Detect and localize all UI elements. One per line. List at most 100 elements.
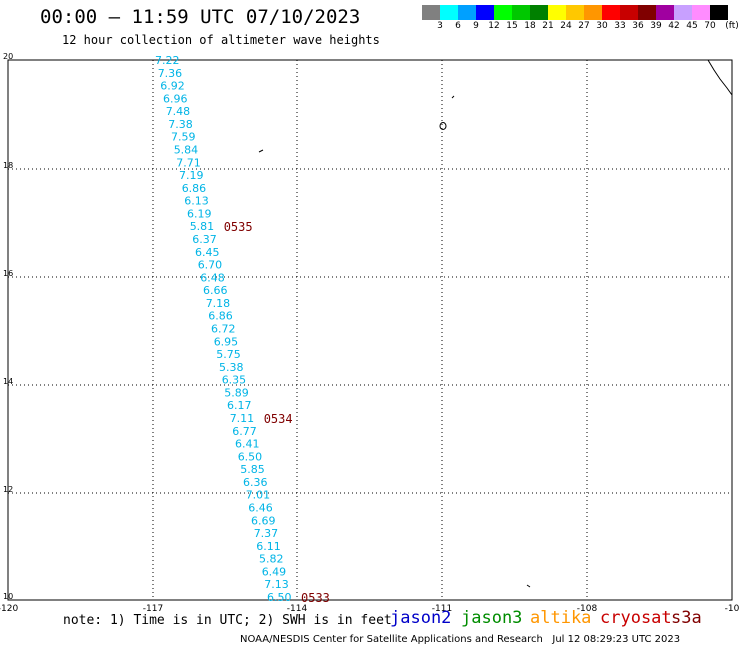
scale-swatch-12 (638, 5, 656, 20)
scale-swatch-3 (476, 5, 494, 20)
footer-credit: NOAA/NESDIS Center for Satellite Applica… (240, 634, 681, 645)
wave-height-label: 6.19 (187, 207, 212, 220)
scale-label-4: 15 (506, 21, 518, 31)
scale-swatch-5 (512, 5, 530, 20)
scale-label-15: 70 (704, 21, 716, 31)
color-scale-bar (422, 5, 728, 20)
satellite-jason2: jason2 (390, 608, 452, 628)
map-coastline-fragments (258, 59, 733, 588)
y-tick-label-4: 12 (3, 485, 13, 494)
island-1 (451, 95, 455, 99)
map-subtitle: 12 hour collection of altimeter wave hei… (62, 33, 380, 47)
wave-height-label: 6.69 (251, 514, 276, 527)
scale-swatch-16 (710, 5, 728, 20)
scale-label-9: 30 (596, 21, 608, 31)
wave-height-label: 6.13 (184, 195, 209, 208)
scale-label-8: 27 (578, 21, 590, 31)
wave-height-label: 5.38 (219, 361, 244, 374)
scale-swatch-4 (494, 5, 512, 20)
wave-height-label: 7.22 (155, 54, 180, 67)
x-tick-label-1: -117 (143, 604, 163, 614)
x-tick-label-4: -108 (577, 604, 598, 614)
pass-time-labels: 0535 0534 0533 (224, 220, 330, 605)
footer-note: note: 1) Time is in UTC; 2) SWH is in fe… (63, 613, 392, 628)
satellite-altika: altika (530, 608, 592, 628)
wave-height-label: 7.19 (179, 169, 204, 182)
y-tick-label-1: 18 (3, 161, 13, 170)
wave-height-label: 6.86 (182, 182, 207, 195)
wave-height-label: 6.96 (163, 92, 188, 105)
scale-swatch-7 (548, 5, 566, 20)
scale-swatch-6 (530, 5, 548, 20)
scale-swatch-2 (458, 5, 476, 20)
scale-swatch-13 (656, 5, 674, 20)
wave-height-label: 6.45 (195, 246, 220, 259)
wave-height-label: 7.38 (168, 118, 193, 131)
x-tick-label-0: -120 (0, 604, 18, 614)
wave-height-label: 6.11 (256, 540, 281, 553)
wave-height-label: 7.36 (158, 67, 183, 80)
wave-height-label: 6.49 (262, 565, 287, 578)
pass-time-label-1: 0534 (264, 412, 293, 426)
wave-height-label: 6.86 (208, 310, 233, 323)
map-grid (8, 60, 732, 600)
wave-height-label: 6.36 (243, 476, 268, 489)
y-tick-label-0: 20 (3, 52, 13, 61)
wave-height-label: 6.17 (227, 399, 252, 412)
wave-height-label: 7.48 (166, 105, 191, 118)
scale-label-7: 24 (560, 21, 572, 31)
wave-height-label: 6.41 (235, 438, 260, 451)
map-tick-labels: -120 -117 -114 -111 -108 -10 20 18 16 14 12 10 (0, 52, 740, 614)
wave-height-label: 5.81 (190, 220, 215, 233)
altimeter-track: 7.227.366.926.967.487.387.595.847.717.19… (155, 54, 292, 604)
scale-label-14: 45 (686, 21, 698, 31)
wave-height-label: 7.01 (246, 489, 271, 502)
scale-swatch-14 (674, 5, 692, 20)
island-4 (526, 584, 531, 588)
map-title: 00:00 – 11:59 UTC 07/10/2023 (40, 6, 361, 28)
y-tick-label-2: 16 (3, 269, 13, 278)
scale-swatch-10 (602, 5, 620, 20)
scale-swatch-9 (584, 5, 602, 20)
satellite-s3a: s3a (671, 608, 702, 628)
scale-swatch-8 (566, 5, 584, 20)
island-2 (439, 122, 447, 130)
satellite-jason3: jason3 (461, 608, 523, 628)
wave-height-label: 6.70 (198, 259, 223, 272)
wave-height-label: 5.85 (240, 463, 264, 476)
y-tick-label-3: 14 (3, 377, 13, 386)
wave-height-label: 6.66 (203, 284, 228, 297)
scale-swatch-15 (692, 5, 710, 20)
wave-height-label: 5.82 (259, 553, 284, 566)
scale-label-6: 21 (542, 21, 554, 31)
coastline-mainland (707, 59, 733, 96)
y-tick-label-5: 10 (3, 592, 13, 601)
satellite-cryosat: cryosat (600, 608, 672, 628)
island-3 (258, 149, 264, 153)
scale-label-5: 18 (524, 21, 536, 31)
wave-height-label: 6.37 (192, 233, 217, 246)
map-frame (7, 59, 733, 601)
scale-label-10: 33 (614, 21, 626, 31)
scale-label-3: 12 (488, 21, 500, 31)
pass-time-label-0: 0535 (224, 220, 253, 234)
color-scale-labels: 3 6 9 12 15 18 21 24 27 30 33 36 39 42 45 70 (ft) (422, 21, 740, 33)
wave-height-label: 6.77 (232, 425, 256, 438)
x-tick-label-3: -111 (432, 604, 452, 614)
scale-label-0: 3 (437, 21, 443, 31)
wave-height-label: 6.50 (267, 591, 292, 604)
wave-height-label: 5.84 (174, 144, 199, 157)
pass-time-label-2: 0533 (301, 591, 330, 605)
scale-swatch-11 (620, 5, 638, 20)
scale-swatch-1 (440, 5, 458, 20)
wave-height-label: 7.71 (176, 156, 201, 169)
wave-height-label: 6.35 (222, 374, 247, 387)
wave-height-label: 6.46 (248, 502, 272, 515)
wave-height-label: 6.92 (160, 80, 185, 93)
scale-swatch-0 (422, 5, 440, 20)
scale-label-16: (ft) (725, 21, 739, 31)
wave-height-label: 6.48 (200, 271, 225, 284)
wave-height-label: 7.18 (206, 297, 231, 310)
wave-height-label: 5.75 (216, 348, 241, 361)
